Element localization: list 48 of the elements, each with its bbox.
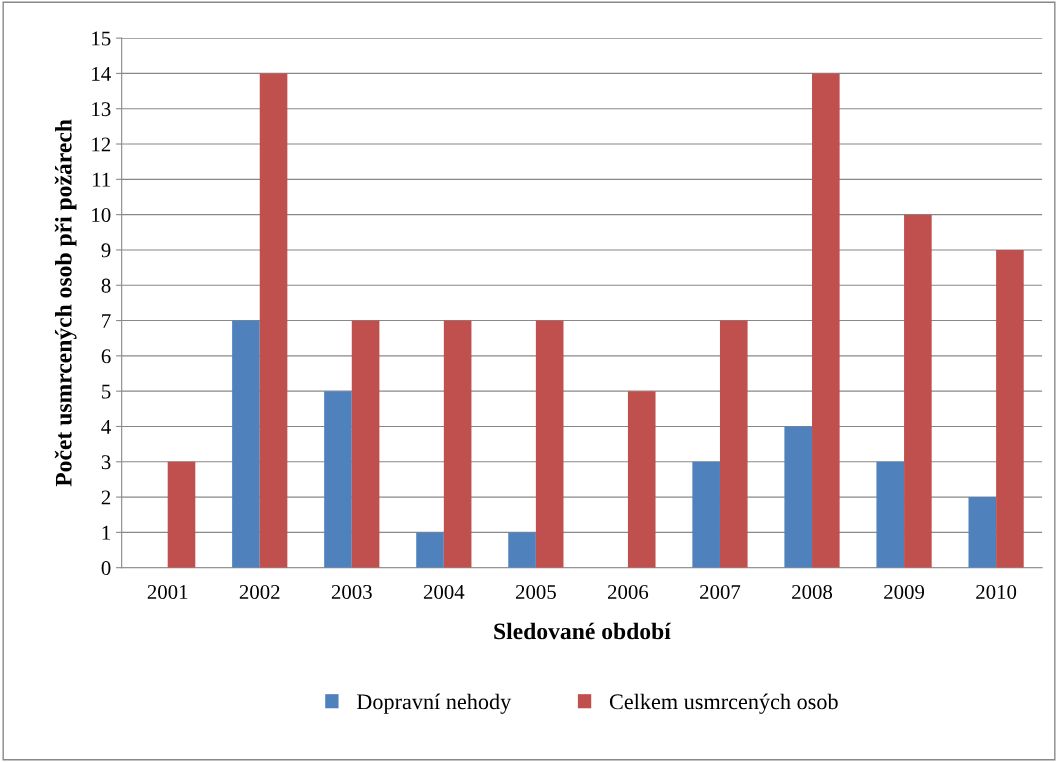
y-tick-label: 2 [101, 490, 111, 505]
x-tick-label: 2006 [608, 584, 649, 600]
bar [416, 532, 444, 568]
bar [876, 461, 905, 568]
y-tick-label: 9 [101, 243, 111, 258]
y-tick-label: 12 [92, 137, 111, 152]
bar [508, 532, 536, 568]
bar [443, 320, 472, 568]
x-tick-label: 2002 [239, 584, 280, 600]
y-tick-label: 10 [92, 208, 111, 223]
y-tick-label: 3 [101, 455, 111, 470]
bar [692, 461, 720, 568]
x-tick-label: 2010 [976, 584, 1017, 600]
y-tick-label: 15 [92, 31, 111, 46]
bar [968, 497, 997, 568]
bar [167, 461, 196, 568]
bar [784, 426, 813, 568]
bar [232, 320, 260, 568]
y-axis-title: Počet usmrcených osob při požárech [54, 119, 77, 487]
bar [324, 391, 352, 568]
y-tick-label: 8 [101, 278, 111, 293]
legend-label: Dopravní nehody [356, 693, 512, 714]
y-tick-label: 11 [93, 172, 110, 187]
x-tick-label: 2005 [515, 584, 556, 600]
y-tick-label: 6 [101, 349, 111, 364]
bar [719, 320, 748, 568]
y-tick-label: 13 [92, 102, 111, 117]
x-tick-label: 2007 [700, 584, 741, 600]
x-tick-label: 2003 [331, 584, 372, 600]
x-tick-label: 2008 [792, 584, 833, 600]
x-axis-title: Sledované období [494, 622, 672, 640]
y-tick-label: 0 [101, 561, 111, 576]
x-tick-label: 2004 [423, 584, 465, 600]
y-tick-label: 7 [102, 314, 111, 328]
bar [535, 320, 564, 568]
bar [812, 73, 840, 568]
x-tick-label: 2001 [147, 584, 188, 600]
y-tick-label: 14 [92, 66, 111, 81]
bar [904, 214, 932, 568]
y-tick-label: 1 [102, 525, 110, 540]
bar [627, 391, 656, 568]
y-tick-label: 4 [101, 419, 111, 434]
bar [351, 320, 380, 568]
x-tick-label: 2009 [884, 584, 925, 600]
legend-label: Celkem usmrcených osob [609, 693, 838, 714]
bar [996, 249, 1024, 568]
y-tick-label: 5 [102, 384, 111, 399]
bar [259, 73, 288, 568]
